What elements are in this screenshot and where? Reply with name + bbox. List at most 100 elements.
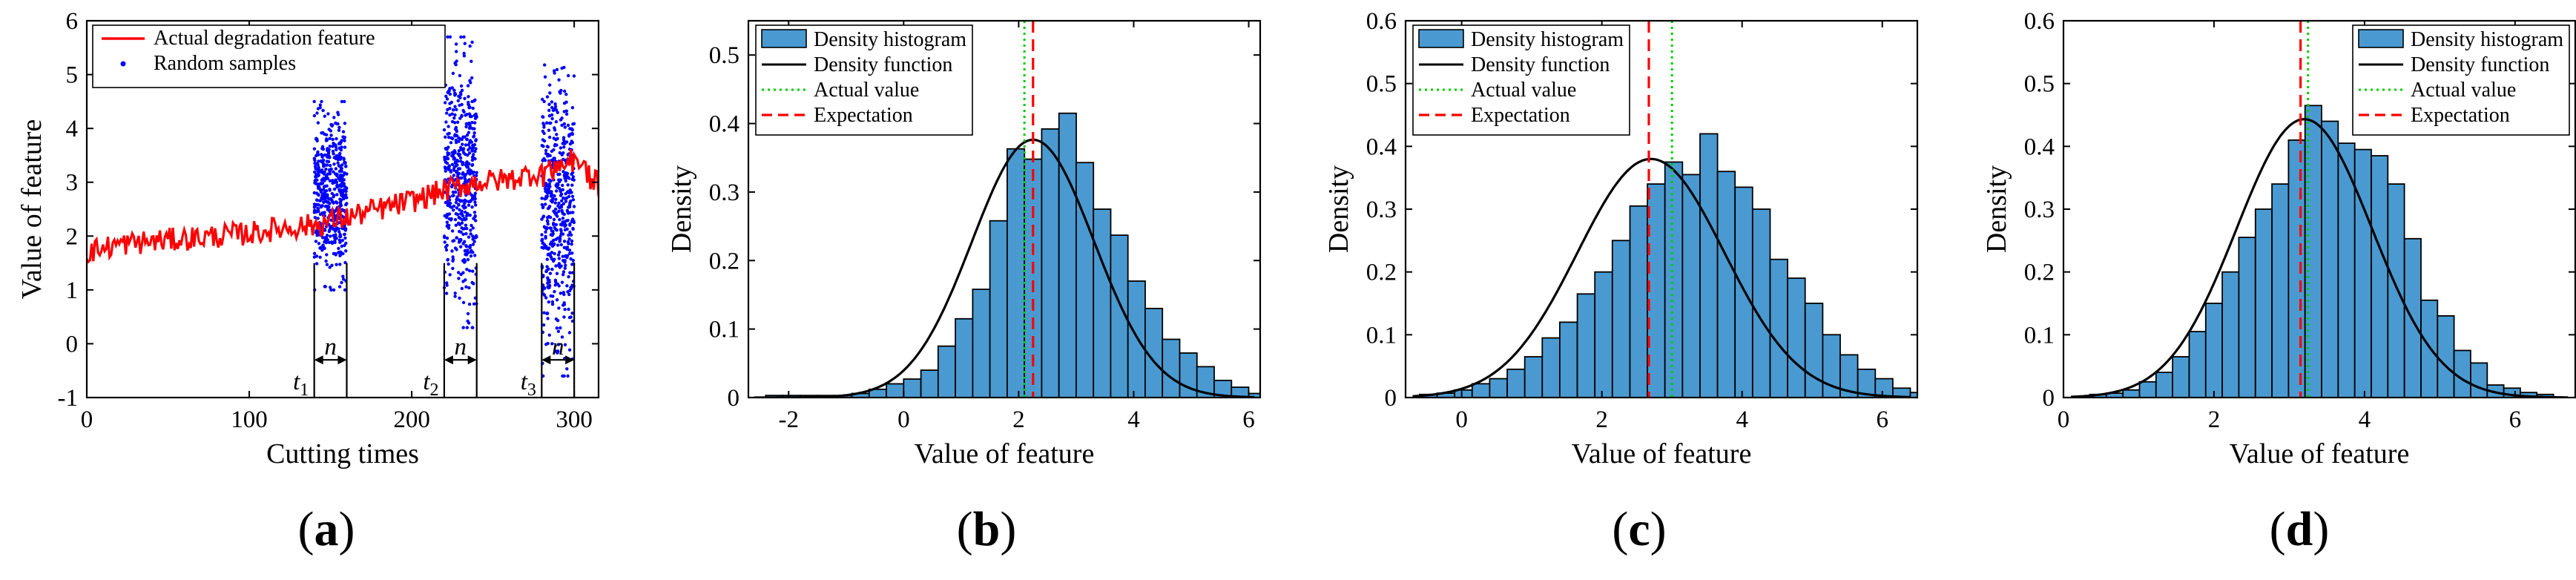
sample-point <box>473 254 477 257</box>
y-tick-label: -1 <box>58 385 79 412</box>
sample-point <box>569 233 573 237</box>
sample-point <box>338 233 342 237</box>
sample-point <box>339 198 343 202</box>
sample-point <box>461 171 465 175</box>
histogram-bar <box>1506 368 1526 398</box>
sample-point <box>327 148 331 151</box>
sample-point <box>563 224 567 228</box>
sample-point <box>462 51 466 56</box>
histogram-bars <box>765 112 1260 398</box>
sample-point <box>570 172 573 177</box>
sample-point <box>549 194 553 198</box>
sample-point <box>565 208 569 213</box>
sample-point <box>323 114 326 118</box>
sample-point <box>470 76 474 80</box>
sample-point <box>317 242 321 245</box>
sample-point <box>461 161 465 165</box>
histogram-bar <box>2188 331 2207 398</box>
sample-point <box>464 278 467 282</box>
sample-point <box>454 42 458 46</box>
sample-point <box>569 257 573 261</box>
sample-point <box>564 112 569 116</box>
sample-point <box>338 157 343 161</box>
sample-point <box>461 218 464 222</box>
histogram-bar <box>1523 356 1544 398</box>
sample-point <box>458 96 462 99</box>
sample-point <box>462 35 466 39</box>
y-tick-label: 0 <box>66 331 79 357</box>
sample-point <box>335 193 339 197</box>
sample-point <box>467 321 471 325</box>
sample-point <box>467 126 472 131</box>
sample-point <box>567 348 572 352</box>
histogram-bar <box>1041 128 1060 398</box>
sample-point <box>320 188 323 192</box>
sample-point <box>571 175 576 179</box>
sample-point <box>322 185 326 188</box>
sample-point <box>551 259 556 263</box>
sample-point <box>468 123 472 127</box>
sample-point <box>326 159 331 164</box>
sample-point <box>461 232 465 237</box>
histogram-bar <box>2437 314 2455 398</box>
sample-point <box>469 228 472 232</box>
x-tick-label: 4 <box>1736 406 1748 433</box>
panel-label-letter: c <box>1628 502 1650 556</box>
sample-point <box>453 294 457 298</box>
sample-point <box>323 285 326 289</box>
annotation-t-subscript: 3 <box>527 380 536 400</box>
sample-point <box>550 200 554 204</box>
sample-point <box>464 285 468 289</box>
sample-point <box>320 168 324 172</box>
sample-point <box>338 240 342 244</box>
sample-point <box>454 63 458 67</box>
histogram-bar <box>2138 380 2157 398</box>
annotation-arrow-head-left <box>444 355 453 365</box>
annotation-t-subscript: 1 <box>300 380 309 400</box>
sample-point <box>450 86 454 90</box>
sample-point <box>562 102 567 105</box>
sample-point <box>564 171 568 175</box>
legend-label: Expectation <box>814 104 913 127</box>
sample-point <box>334 236 338 240</box>
sample-point <box>327 229 331 234</box>
sample-point <box>328 172 332 176</box>
sample-point <box>337 251 340 254</box>
sample-point <box>547 102 551 106</box>
y-axis-label: Density <box>666 165 697 253</box>
sample-point <box>571 226 575 231</box>
sample-point <box>554 349 559 353</box>
sample-point <box>343 99 346 104</box>
y-tick-label: 0.5 <box>1366 71 1397 98</box>
sample-point <box>446 153 449 157</box>
sample-point <box>564 179 567 183</box>
sample-point <box>548 91 552 95</box>
sample-point <box>561 374 564 378</box>
histogram-bar <box>1787 277 1806 398</box>
sample-point <box>545 191 549 194</box>
sample-point <box>543 187 547 191</box>
x-axis-label: Value of feature <box>2230 438 2410 469</box>
sample-point <box>570 251 574 255</box>
sample-point <box>562 303 567 306</box>
sample-point <box>546 216 550 220</box>
sample-point <box>543 75 547 79</box>
sample-point <box>455 206 459 210</box>
sample-point <box>445 161 449 165</box>
histogram-bar <box>1471 383 1491 398</box>
sample-point <box>562 122 567 126</box>
x-tick-label: 0 <box>897 406 910 433</box>
sample-point <box>470 99 474 104</box>
sample-point <box>472 131 476 135</box>
sample-point <box>560 335 564 339</box>
sample-point <box>334 251 337 256</box>
sample-point <box>320 147 324 151</box>
sample-point <box>540 217 544 221</box>
sample-point <box>565 246 569 251</box>
sample-point <box>474 219 478 223</box>
sample-point <box>458 103 461 108</box>
sample-point <box>541 122 545 125</box>
sample-point <box>316 150 320 154</box>
